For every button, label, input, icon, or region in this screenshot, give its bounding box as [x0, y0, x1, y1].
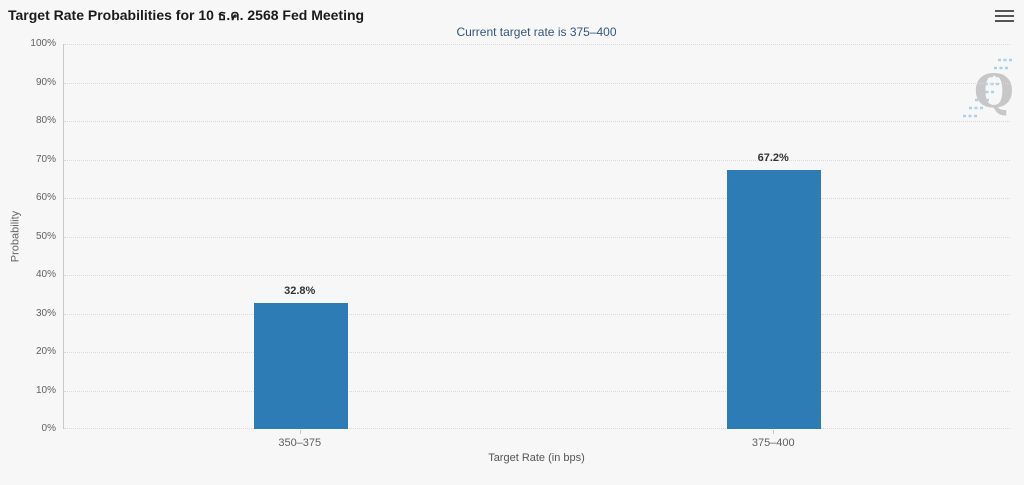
chart-subtitle: Current target rate is 375–400: [456, 25, 617, 39]
gridline: [64, 198, 1010, 199]
y-axis-tick-label: 60%: [35, 192, 56, 203]
bar-350–375[interactable]: [253, 302, 348, 429]
y-axis-tick-label: 100%: [30, 38, 56, 49]
y-axis-tick-label: 30%: [35, 307, 56, 319]
q-logo-letter: Q: [973, 64, 1014, 118]
gridline: [64, 121, 1010, 122]
x-axis-category-label: 350–375: [278, 437, 322, 449]
y-axis-tick-label: 50%: [35, 230, 56, 242]
x-axis-tick: [299, 430, 301, 434]
bar-375–400[interactable]: [727, 170, 822, 429]
gridline: [64, 82, 1010, 84]
y-axis-tick-label: 20%: [35, 346, 56, 357]
gridline: [64, 236, 1010, 238]
y-axis-tick-label: 0%: [41, 423, 56, 434]
gridline: [64, 159, 1010, 161]
bar-value-label: 67.2%: [757, 152, 789, 165]
hamburger-menu-icon: [995, 9, 1014, 13]
x-axis-tick: [773, 430, 775, 434]
hamburger-menu-icon: [995, 19, 1014, 23]
y-axis-tick-label: 90%: [35, 76, 56, 88]
gridline: [64, 352, 1010, 353]
y-axis-tick-label: 10%: [35, 384, 56, 396]
gridline: [64, 428, 1010, 429]
gridline: [64, 313, 1010, 315]
y-axis-tick-label: 80%: [35, 115, 56, 126]
q-logo-watermark: Q: [952, 52, 1016, 126]
x-axis-category-label: 375–400: [751, 437, 795, 449]
plot-area: Q: [63, 44, 1014, 429]
gridline: [64, 44, 1010, 45]
chart-context-menu-button[interactable]: [993, 7, 1017, 25]
gridline: [64, 390, 1010, 392]
gridline: [64, 275, 1010, 276]
chart-title: Target Rate Probabilities for 10 ธ.ค. 25…: [8, 7, 365, 23]
hamburger-menu-icon: [995, 14, 1014, 18]
y-axis-tick-label: 70%: [35, 153, 56, 165]
bar-value-label: 32.8%: [284, 284, 316, 297]
y-axis-tick-label: 40%: [35, 269, 56, 280]
x-axis-title: Target Rate (in bps): [488, 452, 585, 464]
watermark-swoosh-icon: [963, 58, 1012, 118]
